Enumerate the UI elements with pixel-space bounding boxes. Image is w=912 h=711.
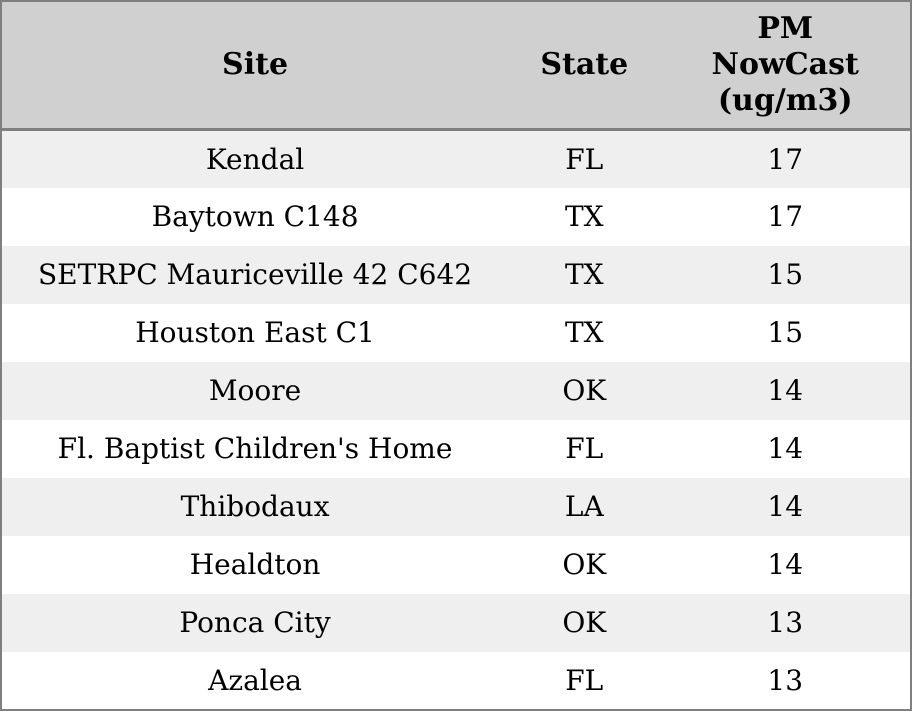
pm-nowcast-cell: 17	[767, 200, 804, 234]
pm-nowcast-cell: 17	[767, 142, 804, 176]
table-row: Houston East C1 TX 15	[1, 303, 911, 362]
table-row: Moore OK 14	[1, 361, 911, 420]
site-cell: Ponca City	[179, 606, 331, 640]
pm-nowcast-cell: 15	[767, 316, 804, 350]
state-cell: FL	[565, 432, 604, 466]
site-cell: Kendal	[205, 142, 305, 176]
site-cell: Houston East C1	[135, 316, 375, 350]
table-row: Azalea FL 13	[1, 651, 911, 710]
table-row: Kendal FL 17	[1, 129, 911, 188]
state-cell: OK	[562, 548, 607, 582]
site-cell: Azalea	[208, 663, 302, 697]
pm-nowcast-cell: 13	[767, 606, 804, 640]
state-cell: FL	[565, 142, 604, 176]
table-header: Site State PM NowCast (ug/m3)	[1, 1, 911, 131]
state-cell: TX	[564, 316, 604, 350]
site-cell: Moore	[208, 374, 302, 408]
table-row: Baytown C148 TX 17	[1, 187, 911, 246]
state-cell: OK	[562, 606, 607, 640]
column-header-state: State	[508, 1, 661, 131]
site-cell: Baytown C148	[151, 200, 359, 234]
pm-nowcast-cell: 14	[767, 374, 804, 408]
state-cell: TX	[564, 258, 604, 292]
state-cell: TX	[564, 200, 604, 234]
table-body: Kendal FL 17 Baytown C148 TX 17 SETRPC M…	[1, 129, 911, 710]
pm-nowcast-cell: 14	[767, 548, 804, 582]
table-row: Fl. Baptist Children's Home FL 14	[1, 419, 911, 478]
state-cell: OK	[562, 374, 607, 408]
pm-nowcast-cell: 14	[767, 490, 804, 524]
site-cell: Thibodaux	[180, 490, 330, 524]
pm-nowcast-cell: 14	[767, 432, 804, 466]
site-cell: Healdton	[189, 548, 321, 582]
table-header-row: Site State PM NowCast (ug/m3)	[1, 1, 911, 131]
state-cell: LA	[564, 490, 604, 524]
table-row: SETRPC Mauriceville 42 C642 TX 15	[1, 245, 911, 304]
state-cell: FL	[565, 663, 604, 697]
table-row: Ponca City OK 13	[1, 593, 911, 652]
table-row: Thibodaux LA 14	[1, 477, 911, 536]
pm-nowcast-cell: 15	[767, 258, 804, 292]
site-cell: SETRPC Mauriceville 42 C642	[38, 258, 473, 292]
pm-nowcast-cell: 13	[767, 663, 804, 697]
column-header-site: Site	[1, 1, 509, 131]
column-header-pm-nowcast: PM NowCast (ug/m3)	[660, 1, 911, 131]
table-row: Healdton OK 14	[1, 535, 911, 594]
site-cell: Fl. Baptist Children's Home	[57, 432, 453, 466]
